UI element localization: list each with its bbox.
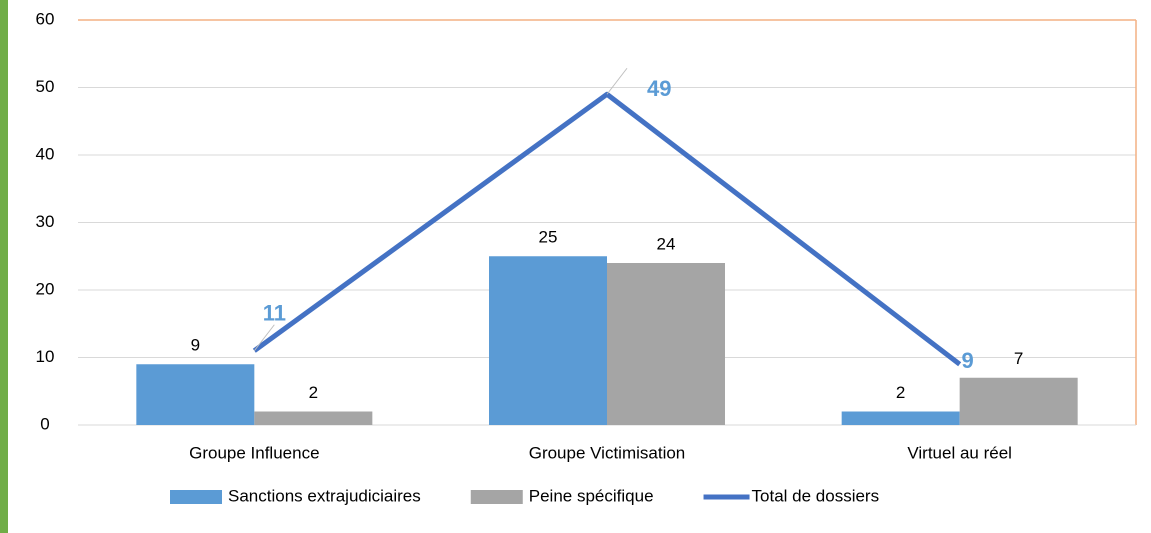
data-label: 25 [539,228,558,247]
side-border [0,0,8,533]
bar [136,364,255,425]
bar [489,256,607,425]
y-tick-label: 50 [36,77,55,96]
legend-swatch [470,490,523,504]
x-tick-label: Groupe Influence [189,443,319,462]
data-label: 9 [191,336,200,355]
leader-line [606,67,628,95]
data-label: 2 [309,383,318,402]
data-label: 2 [896,383,905,402]
y-tick-label: 10 [36,347,55,366]
bar [959,377,1078,425]
legend-label: Total de dossiers [752,486,880,505]
bar [607,263,725,425]
legend-label: Peine spécifique [529,486,654,505]
legend-label: Sanctions extrajudiciaires [228,486,421,505]
line-data-label: 11 [263,301,286,326]
y-tick-label: 30 [36,212,55,231]
leader-line [253,324,275,352]
bar [254,411,373,425]
y-tick-label: 40 [36,144,55,163]
line-data-label: 9 [962,348,974,373]
bar [841,411,960,425]
x-tick-label: Groupe Victimisation [529,443,686,462]
data-label: 24 [657,234,676,253]
y-tick-label: 0 [40,414,49,433]
line-data-label: 49 [647,76,671,101]
legend-swatch [170,490,222,504]
y-tick-label: 60 [36,9,55,28]
x-tick-label: Virtuel au réel [907,443,1012,462]
data-label: 7 [1014,349,1023,368]
y-tick-label: 20 [36,279,55,298]
